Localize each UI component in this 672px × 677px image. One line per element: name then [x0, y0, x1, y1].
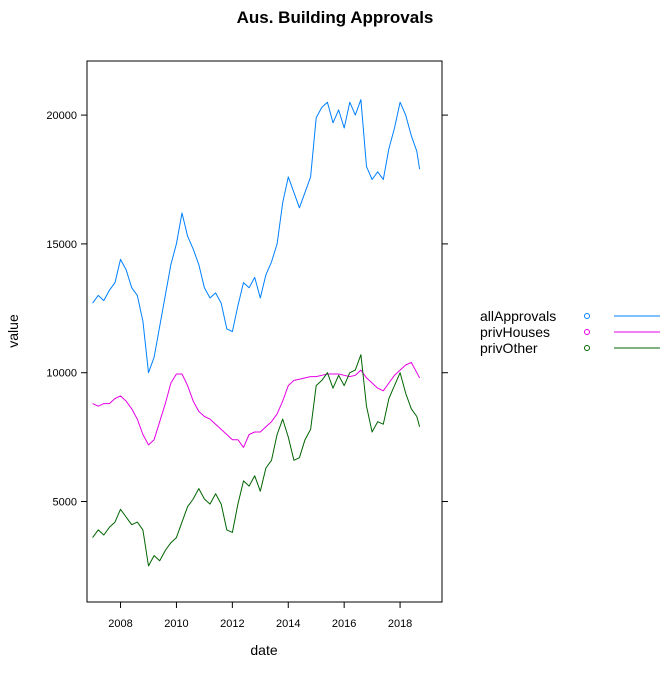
x-axis-label: date: [250, 642, 277, 658]
series-line-privOther: [92, 354, 421, 567]
legend-label-privOther: privOther: [480, 340, 538, 356]
plot-frame: [86, 60, 443, 603]
chart-title: Aus. Building Approvals: [237, 8, 434, 27]
legend-point-privOther: [584, 345, 590, 351]
series-line-allApprovals: [92, 99, 421, 374]
x-tick-label: 2018: [388, 618, 412, 630]
y-tick-label: 5000: [53, 497, 77, 509]
x-tick-label: 2008: [108, 618, 132, 630]
legend-label-allApprovals: allApprovals: [480, 308, 556, 324]
x-tick-label: 2010: [164, 618, 188, 630]
y-axis: 5000 10000 15000 20000: [46, 110, 448, 509]
x-tick-label: 2012: [220, 618, 244, 630]
x-tick-label: 2014: [276, 618, 300, 630]
y-tick-label: 20000: [46, 110, 77, 122]
x-axis: 2008 2010 2012 2014 2016 2018: [108, 602, 412, 630]
y-tick-label: 15000: [46, 239, 77, 251]
series-line-privHouses: [92, 361, 421, 448]
legend-point-allApprovals: [584, 313, 590, 319]
x-tick-label: 2016: [332, 618, 356, 630]
y-axis-label: value: [5, 314, 21, 348]
legend-point-privHouses: [584, 329, 590, 335]
y-tick-label: 10000: [46, 368, 77, 380]
legend-label-privHouses: privHouses: [480, 324, 550, 340]
series-lines: [92, 99, 421, 567]
